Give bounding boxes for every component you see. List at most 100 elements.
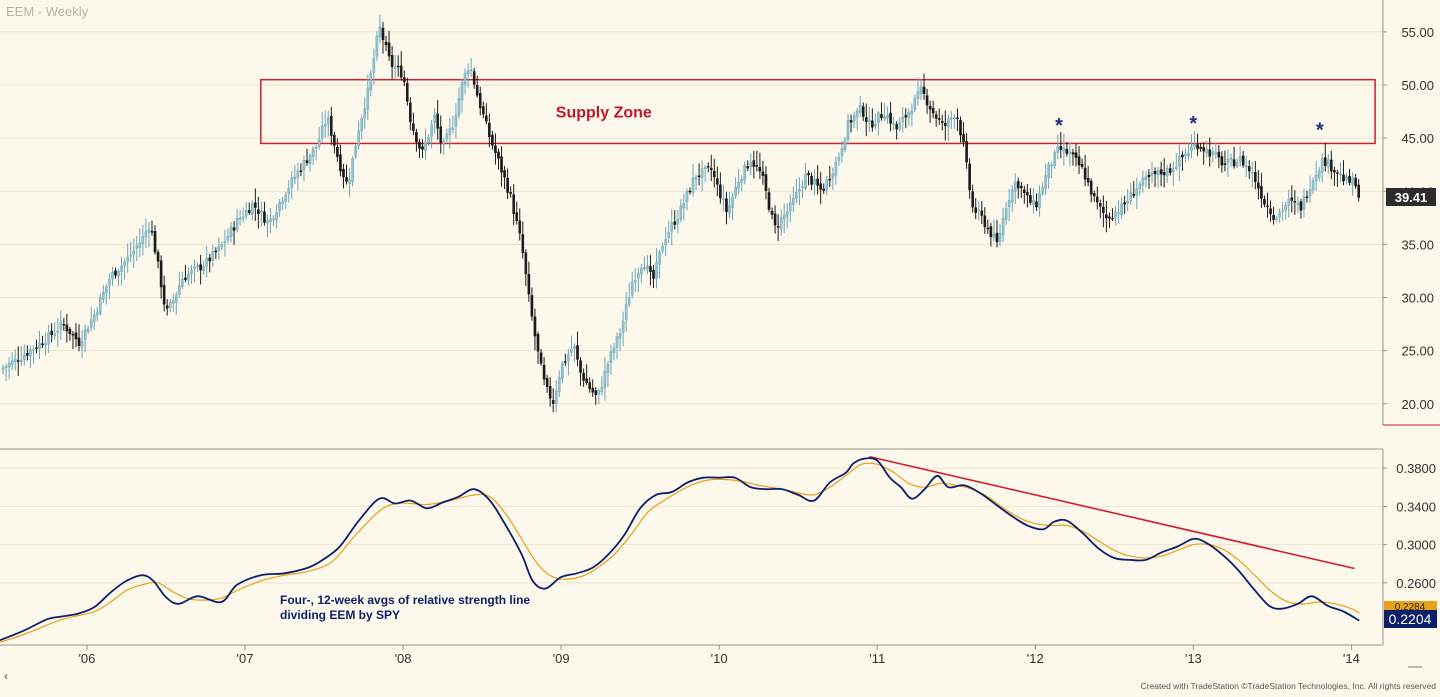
price-candle-body <box>649 266 652 273</box>
price-candle-body <box>1339 173 1342 176</box>
price-candle-body <box>13 358 17 363</box>
price-candle-body <box>1099 203 1102 207</box>
price-candle-body <box>810 175 813 185</box>
price-candle-body <box>1333 170 1336 173</box>
price-candle-body <box>1202 147 1205 152</box>
price-candle-body <box>737 181 740 189</box>
price-candle-body <box>557 376 561 392</box>
price-candle-body <box>393 66 397 69</box>
price-candle-body <box>928 105 932 110</box>
price-candle-body <box>141 236 145 244</box>
price-candle-body <box>1214 152 1218 155</box>
price-candle-body <box>734 186 737 197</box>
price-candle-body <box>478 93 482 109</box>
price-candle-body <box>1181 154 1184 158</box>
price-candle-body <box>688 190 692 193</box>
price-candle-body <box>1351 177 1354 185</box>
price-candle-body <box>35 347 38 349</box>
price-candle-body <box>633 280 637 282</box>
price-candle-body <box>433 114 436 124</box>
price-candle-body <box>682 203 686 209</box>
indicator-tick-label: 0.3800 <box>1396 461 1436 476</box>
price-candle-body <box>855 110 859 118</box>
price-candle-body <box>451 127 455 130</box>
price-candle-body <box>892 123 895 125</box>
price-candle-body <box>1141 177 1145 186</box>
price-candle-body <box>1120 203 1123 215</box>
price-candle-body <box>463 72 467 85</box>
price-candle-body <box>278 202 281 211</box>
price-tick-label: 30.00 <box>1401 291 1434 306</box>
price-candle-body <box>4 366 8 369</box>
price-candle-body <box>375 35 379 57</box>
price-candle-body <box>931 108 935 114</box>
price-candle-body <box>223 241 227 243</box>
fast-average-line <box>0 457 1360 642</box>
price-candle-body <box>102 292 105 300</box>
price-candle-body <box>779 217 783 230</box>
price-candle-body <box>1047 164 1050 178</box>
price-candle-body <box>722 198 725 200</box>
price-candle-body <box>606 363 610 374</box>
price-candle-body <box>415 131 418 143</box>
price-candle-body <box>861 106 865 117</box>
price-candle-body <box>1229 158 1233 160</box>
price-candle-body <box>679 205 683 220</box>
price-candle-body <box>1244 165 1248 168</box>
price-candle-body <box>50 330 53 335</box>
price-candle-body <box>788 202 792 212</box>
last-slow-label: 0.2284 <box>1395 602 1426 613</box>
price-candle-body <box>959 119 962 136</box>
price-candle-body <box>716 178 719 185</box>
price-candle-body <box>506 177 509 193</box>
price-candle-body <box>168 302 172 309</box>
price-candle-body <box>1323 157 1327 166</box>
price-candle-body <box>1068 151 1072 154</box>
price-candle-body <box>588 382 591 389</box>
price-candle-body <box>396 65 400 68</box>
price-candle-body <box>229 226 233 238</box>
price-candle-body <box>545 378 549 387</box>
price-candle-body <box>1199 146 1202 149</box>
price-candle-body <box>1147 174 1151 178</box>
price-candle-body <box>114 270 117 276</box>
price-candle-body <box>652 270 655 279</box>
price-candle-body <box>907 112 911 119</box>
price-candle-body <box>1320 158 1324 173</box>
price-candle-body <box>409 102 412 123</box>
price-candle-body <box>254 202 257 208</box>
price-candle-body <box>86 328 90 332</box>
price-candle-body <box>1293 201 1297 203</box>
price-candle-body <box>497 151 500 159</box>
price-candle-body <box>1071 152 1075 155</box>
price-candle-body <box>1023 189 1026 193</box>
scroll-left-arrow[interactable]: ‹ <box>4 669 8 683</box>
price-candle-body <box>126 256 129 263</box>
price-candle-body <box>436 113 439 129</box>
price-candle-body <box>798 189 801 192</box>
price-candle-body <box>83 329 87 340</box>
price-candle-body <box>637 272 640 279</box>
price-candle-body <box>1004 208 1008 220</box>
price-candle-body <box>260 210 263 213</box>
price-candle-body <box>761 171 765 176</box>
price-candle-body <box>773 213 777 226</box>
price-candle-body <box>922 86 926 94</box>
price-candle-body <box>323 123 327 127</box>
price-tick-label: 50.00 <box>1401 78 1434 93</box>
price-candle-body <box>1083 167 1087 180</box>
price-candle-body <box>190 269 193 275</box>
indicator-gridlines <box>0 467 1383 584</box>
price-candle-body <box>381 27 385 41</box>
price-candle-body <box>402 77 406 83</box>
price-candle-body <box>1193 143 1196 147</box>
price-candle-body <box>205 257 208 267</box>
price-candle-body <box>147 229 151 233</box>
price-candle-body <box>475 85 479 96</box>
price-candle-body <box>351 158 354 183</box>
footer-credit: Created with TradeStation ©TradeStation … <box>1141 681 1437 691</box>
price-candle-body <box>1 367 5 370</box>
price-candle-body <box>916 91 920 99</box>
price-candle-body <box>1326 159 1330 167</box>
price-candle-body <box>1074 152 1078 158</box>
